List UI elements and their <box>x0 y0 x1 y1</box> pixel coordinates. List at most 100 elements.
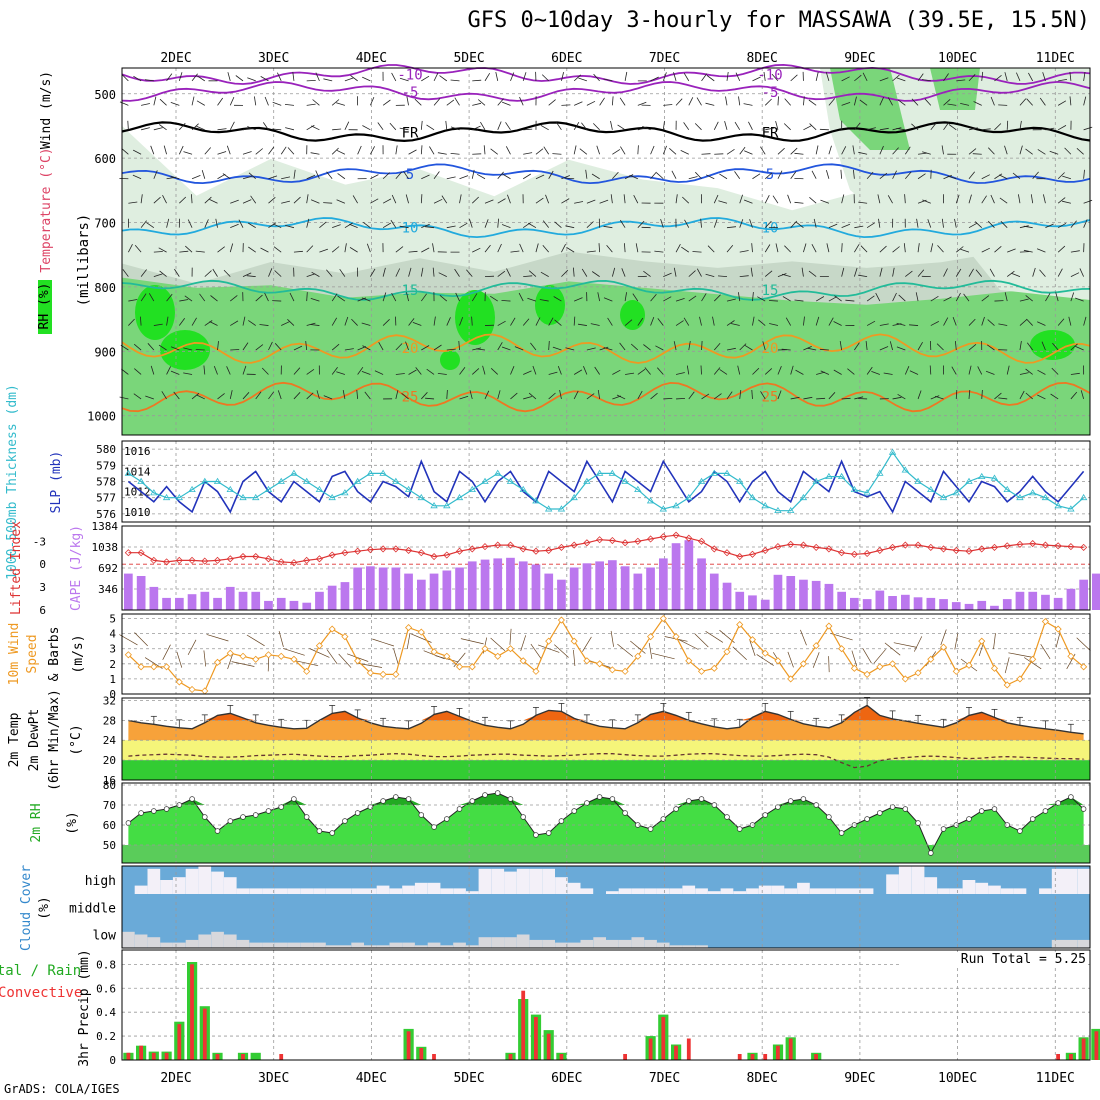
wind-barb <box>612 149 621 155</box>
wind-barb <box>662 72 667 82</box>
cloud-bar-low <box>529 939 543 948</box>
wind-barb <box>337 295 346 302</box>
wind-barb <box>610 194 613 204</box>
cape-bar <box>684 540 694 610</box>
lifted-tick-label: 0 <box>39 558 46 571</box>
wind-barb <box>675 98 683 106</box>
wind-barb <box>699 316 702 326</box>
wind-barb <box>911 123 919 131</box>
rh2m-point <box>354 810 361 816</box>
wind-barb <box>696 97 702 106</box>
wind-speed-point <box>927 655 935 663</box>
wind-barb <box>362 221 371 228</box>
wind-barb <box>565 347 575 351</box>
thickness-tick-label: 580 <box>96 443 116 456</box>
rh2m-point <box>291 796 297 802</box>
precip-tick-label: 0.8 <box>96 958 116 971</box>
wind-barb <box>905 270 913 277</box>
wind-barb <box>887 195 893 204</box>
wind-barb <box>579 148 588 155</box>
cape-bar <box>353 567 362 610</box>
wind-barb <box>879 172 888 180</box>
surface-wind-barb <box>648 643 653 660</box>
wind-tick-label: 5 <box>109 613 116 626</box>
wind-barb <box>446 317 451 326</box>
wind-barb <box>858 201 868 204</box>
wind-barb <box>713 342 721 351</box>
wind-barb <box>420 293 427 302</box>
thickness-point <box>481 477 489 484</box>
wind-barb <box>370 146 375 155</box>
wind-barb <box>281 176 291 180</box>
wind-barb <box>262 122 269 131</box>
wind-barb <box>144 79 154 82</box>
wind-barb <box>1019 319 1027 326</box>
wind-barb <box>726 391 733 400</box>
wind-barb <box>1045 223 1054 229</box>
thickness-point <box>723 469 731 476</box>
wind-barb <box>927 219 932 228</box>
precip-convective-bar <box>814 1054 818 1060</box>
isotherm-25 <box>121 381 1091 413</box>
wind-speed-point <box>939 643 948 651</box>
wind-barb <box>471 293 478 302</box>
rh2m-point <box>240 814 246 820</box>
wind-barb <box>264 96 269 106</box>
day-label-bottom: 10DEC <box>938 1071 977 1086</box>
wind-barb <box>1062 175 1072 180</box>
wind-barb <box>268 146 275 155</box>
wind-speed-point <box>990 664 999 672</box>
rh2m-point <box>329 830 335 836</box>
wind-barb <box>654 250 664 253</box>
thickness-point <box>264 485 273 492</box>
day-label-bottom: 2DEC <box>160 1071 191 1086</box>
wind-barb <box>510 250 520 253</box>
surface-wind-barb <box>617 643 634 657</box>
wind-barb <box>750 267 753 277</box>
thickness-point <box>914 477 922 484</box>
wind-barb <box>421 345 430 351</box>
cape-bar <box>951 602 961 610</box>
cloud-bar-low <box>211 931 224 948</box>
wind-barb <box>311 125 320 131</box>
wind-barb <box>782 296 791 302</box>
wind-barb <box>714 393 722 400</box>
wind-barb <box>331 317 338 326</box>
wind-barb <box>739 194 743 204</box>
wind-speed-point <box>264 651 273 659</box>
wind-barb <box>909 324 919 326</box>
wind-barb <box>968 343 977 351</box>
wind-barb <box>268 175 278 180</box>
wind-barb <box>706 75 715 82</box>
wind-barb <box>660 218 664 228</box>
cloud-bar-high <box>211 871 224 894</box>
wind-barb <box>247 77 256 82</box>
thickness-point <box>736 477 744 484</box>
wind-barb <box>370 96 375 106</box>
wind-barb <box>892 246 900 253</box>
wind-barb <box>819 348 829 351</box>
wind-barb <box>918 152 928 155</box>
cloud-bar-low <box>1077 939 1090 948</box>
wind-barb <box>514 346 524 351</box>
wind-barb <box>696 268 702 277</box>
surface-wind-barb <box>679 639 699 650</box>
wind-barb <box>790 171 797 179</box>
wind-barb <box>209 321 218 326</box>
wind-barb <box>552 153 562 155</box>
wind-barb <box>811 170 817 179</box>
cape-border <box>121 525 1091 611</box>
cape-bar <box>340 582 350 610</box>
surface-wind-barb <box>787 651 794 668</box>
wind-barb <box>326 171 333 179</box>
wind-barb <box>936 343 944 351</box>
wind-barb <box>401 392 409 400</box>
wind-barb <box>896 77 906 82</box>
wind-barb <box>987 220 995 228</box>
cloud-bar-high <box>516 868 530 894</box>
wind-barb <box>610 120 613 130</box>
cloud-bar-high <box>631 888 645 894</box>
wind-barb <box>921 79 931 82</box>
wind-barb <box>730 323 740 326</box>
wind-barb <box>395 343 403 351</box>
